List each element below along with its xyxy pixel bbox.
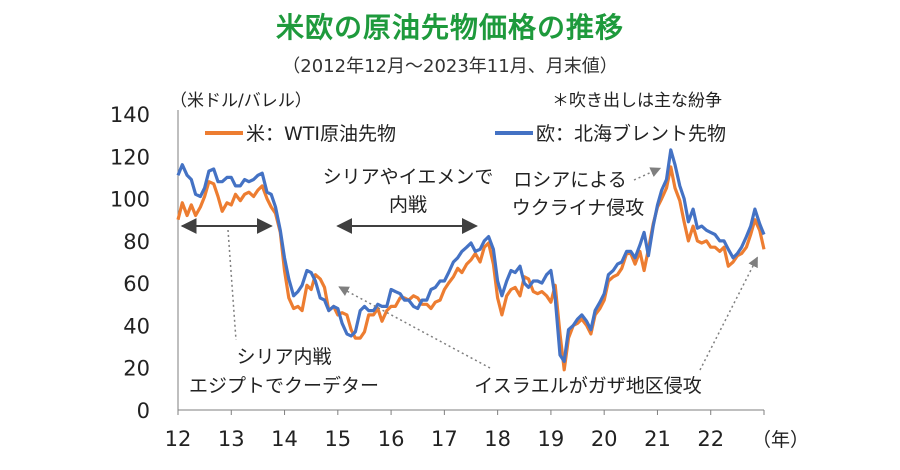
- annotation-label-yemen-2: 内戦: [389, 194, 427, 216]
- annotation-label-gaza: イスラエルがガザ地区侵攻: [474, 375, 701, 397]
- legend-label-wti: 米：WTI原油先物: [246, 123, 396, 145]
- annotation-label-egypt: エジプトでクーデター: [189, 375, 379, 397]
- x-tick-label: 13: [218, 427, 245, 451]
- annotation-arrow-gaza-2023: [699, 256, 759, 371]
- y-tick-label: 20: [123, 357, 150, 381]
- chart-subtitle: （2012年12月～2023年11月、月末値）: [282, 56, 618, 77]
- series-line-wti: [176, 165, 766, 372]
- annotation-label-syria: シリア内戦: [236, 346, 331, 368]
- x-tick-label: 21: [644, 427, 671, 451]
- x-tick-label: 16: [378, 427, 405, 451]
- annotation-leader-syria: [227, 229, 237, 341]
- x-tick-label: 18: [484, 427, 511, 451]
- y-tick-label: 100: [110, 188, 150, 212]
- x-tick-label: 12: [165, 427, 192, 451]
- annotation-note: ＊吹き出しは主な紛争: [552, 91, 722, 111]
- x-tick-label: 14: [271, 427, 298, 451]
- legend-label-brent: 欧：北海ブレント先物: [536, 122, 726, 145]
- x-tick-label: 22: [697, 427, 724, 451]
- y-axis-unit-label: （米ドル/バレル）: [170, 91, 312, 111]
- x-tick-label: 19: [538, 427, 565, 451]
- y-tick-label: 120: [110, 145, 150, 169]
- x-axis-unit-label: （年）: [752, 429, 809, 451]
- x-tick-label: 15: [324, 427, 351, 451]
- y-tick-label: 40: [123, 314, 150, 338]
- x-tick-label: 17: [431, 427, 458, 451]
- annotation-label-russia-1: ロシアによる: [513, 169, 626, 191]
- annotation-arrow-gaza-2014: [338, 286, 491, 369]
- annotation-label-yemen-1: シリアやイエメンで: [323, 166, 494, 188]
- y-tick-label: 80: [123, 230, 150, 254]
- chart-title: 米欧の原油先物価格の推移: [275, 11, 624, 44]
- x-tick-label: 20: [591, 427, 618, 451]
- y-tick-label: 60: [123, 272, 150, 296]
- series-line-brent: [176, 148, 766, 363]
- annotation-label-russia-2: ウクライナ侵攻: [512, 197, 645, 219]
- y-tick-label: 0: [137, 399, 150, 423]
- annotation-arrow-russia: [633, 167, 662, 181]
- y-tick-label: 140: [110, 103, 150, 127]
